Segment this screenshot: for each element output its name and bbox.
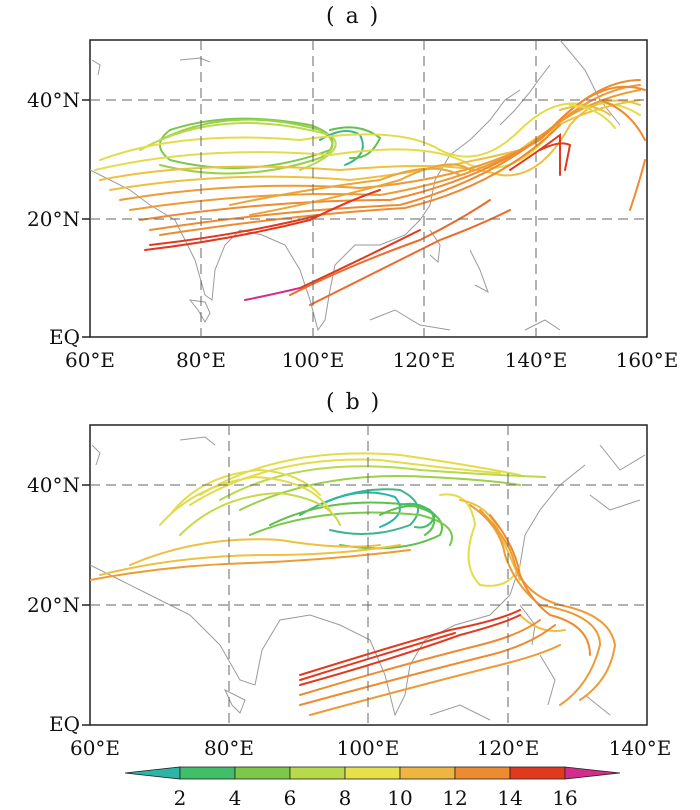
- panel-a-label: ( a ): [326, 4, 381, 29]
- map-a-xtick-120e: 120°E: [393, 348, 456, 372]
- map-b-xtick-60e: 60°E: [70, 736, 120, 760]
- colorbar-segment: [234, 766, 291, 780]
- map-a-xtick-160e: 160°E: [616, 348, 679, 372]
- map-a-xtick-80e: 80°E: [176, 348, 226, 372]
- map-a-xtick-60e: 60°E: [65, 348, 115, 372]
- map-b-ytick-40n: 40°N: [27, 473, 80, 497]
- colorbar-segment: [289, 766, 346, 780]
- gridlines-a: [90, 40, 647, 337]
- map-a-xtick-140e: 140°E: [505, 348, 568, 372]
- map-b-xtick-100e: 100°E: [337, 736, 400, 760]
- colorbar-segment: [454, 766, 511, 780]
- colorbar-segment: [399, 766, 456, 780]
- colorbar-tick-label: 8: [339, 786, 352, 810]
- map-b-ytick-eq: EQ: [49, 712, 80, 736]
- colorbar-segment: [124, 766, 181, 780]
- gridlines-b: [90, 425, 647, 725]
- colorbar-segment: [509, 766, 566, 780]
- colorbar-segment: [344, 766, 401, 780]
- colorbar-tick-label: 2: [174, 786, 187, 810]
- colorbar-ticks: 2 4 6 8 10 12 14 16: [174, 786, 578, 810]
- colorbar-segment: [564, 766, 621, 780]
- map-b-xtick-120e: 120°E: [477, 736, 540, 760]
- colorbar: 2 4 6 8 10 12 14 16: [124, 766, 621, 810]
- colorbar-tick-label: 16: [552, 786, 577, 810]
- colorbar-tick-label: 12: [442, 786, 467, 810]
- trajectories-a: [94, 79, 646, 306]
- map-b-xtick-80e: 80°E: [204, 736, 254, 760]
- colorbar-tick-label: 6: [284, 786, 297, 810]
- colorbar-segment: [179, 766, 236, 780]
- panel-b-label: ( b ): [326, 390, 382, 415]
- colorbar-segments: [124, 766, 621, 780]
- map-a-ytick-eq: EQ: [49, 325, 80, 349]
- colorbar-tick-label: 10: [387, 786, 412, 810]
- map-b-ytick-20n: 20°N: [27, 593, 80, 617]
- map-b-xtick-140e: 140°E: [609, 736, 672, 760]
- map-a-ytick-40n: 40°N: [27, 88, 80, 112]
- colorbar-tick-label: 4: [229, 786, 242, 810]
- map-a-xtick-100e: 100°E: [282, 348, 345, 372]
- trajectory-map-a: 40°N 20°N EQ 60°E 80°E 100°E 120°E 140°E…: [27, 39, 679, 372]
- trajectory-map-b: 40°N 20°N EQ 60°E 80°E 100°E 120°E 140°E: [27, 424, 672, 760]
- colorbar-tick-label: 14: [497, 786, 522, 810]
- map-a-ytick-20n: 20°N: [27, 207, 80, 231]
